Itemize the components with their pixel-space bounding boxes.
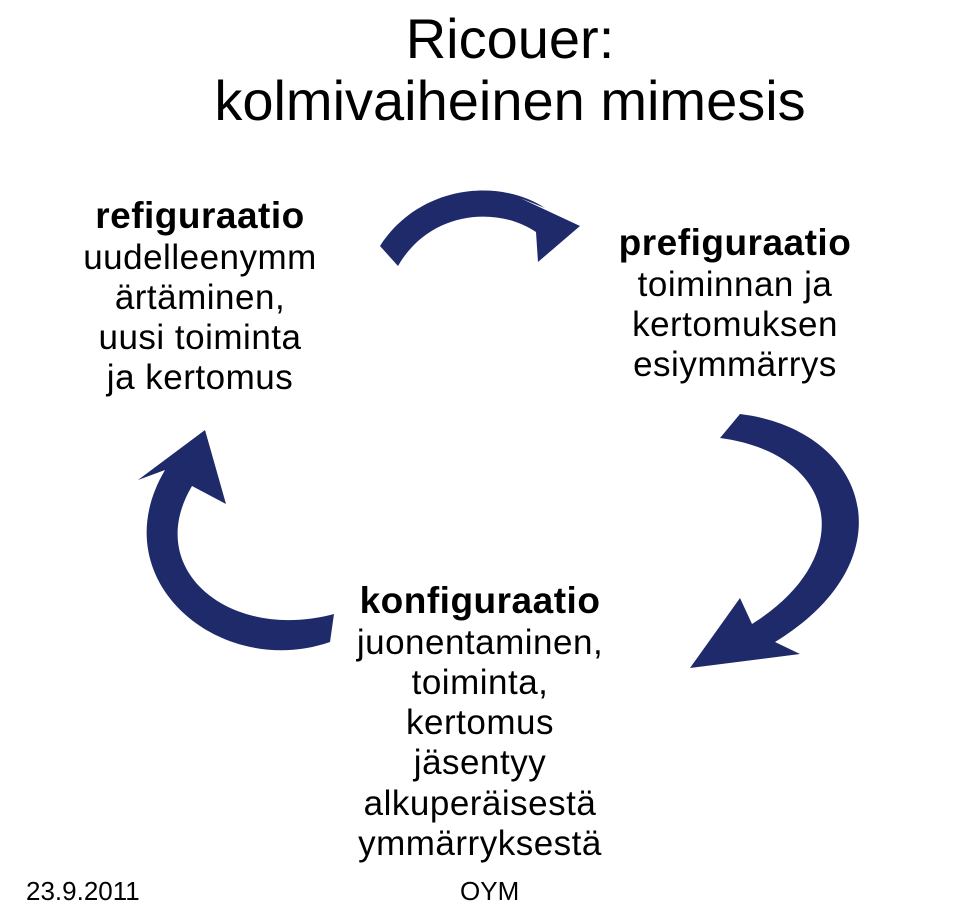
node-refiguraatio: refiguraatio uudelleenymmärtäminen,uusi …	[40, 195, 360, 399]
node-konfiguraatio-body: juonentaminen,toiminta,kertomusjäsentyya…	[310, 623, 650, 865]
arrow-right-shape	[690, 414, 859, 668]
footer-date: 23.9.2011	[26, 876, 140, 907]
node-konfiguraatio-head: konfiguraatio	[310, 580, 650, 623]
title-line2: kolmivaiheinen mimesis	[214, 69, 805, 132]
diagram-canvas: Ricouer: kolmivaiheinen mimesis refigura…	[0, 0, 960, 916]
node-prefiguraatio-body: toiminnan jakertomuksenesiymmärrys	[570, 265, 900, 386]
title-line1: Ricouer:	[406, 7, 615, 70]
node-refiguraatio-body: uudelleenymmärtäminen,uusi toimintaja ke…	[40, 238, 360, 399]
node-prefiguraatio-head: prefiguraatio	[570, 222, 900, 265]
footer-code: OYM	[460, 876, 519, 907]
arrow-top-shape	[380, 190, 580, 266]
arrow-top	[370, 176, 580, 276]
node-konfiguraatio: konfiguraatio juonentaminen,toiminta,ker…	[310, 580, 650, 864]
node-refiguraatio-head: refiguraatio	[40, 195, 360, 238]
arrow-right	[680, 410, 890, 670]
diagram-title: Ricouer: kolmivaiheinen mimesis	[160, 8, 860, 131]
node-prefiguraatio: prefiguraatio toiminnan jakertomuksenesi…	[570, 222, 900, 385]
arrow-left	[110, 430, 340, 660]
arrow-left-shape	[138, 430, 334, 650]
